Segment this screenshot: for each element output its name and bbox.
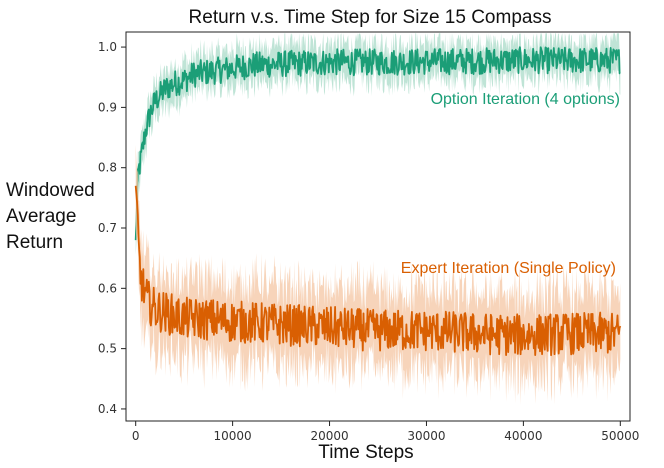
y-axis-title-line-2: Average	[6, 206, 76, 227]
x-axis-title: Time Steps	[318, 442, 413, 463]
series-line-0	[134, 46, 621, 241]
series-label-0: Option Iteration (4 options)	[431, 91, 620, 108]
series-labels: Option Iteration (4 options) Expert Itera…	[401, 91, 620, 277]
y-tick-label: 0.6	[98, 281, 117, 295]
x-tick-label: 10000	[214, 429, 252, 443]
series-line-1	[134, 185, 622, 357]
y-tick-label: 0.8	[98, 161, 117, 175]
x-tick-label: 30000	[407, 429, 445, 443]
y-axis-title: Windowed Average Return	[6, 180, 95, 253]
y-tick-label: 0.7	[98, 221, 117, 235]
plot-frame	[125, 31, 631, 422]
y-axis-title-line-1: Windowed	[6, 180, 95, 201]
y-tick-label: 0.9	[98, 100, 117, 114]
y-tick-label: 0.4	[98, 402, 117, 416]
series-label-1: Expert Iteration (Single Policy)	[401, 260, 616, 277]
series-band-0	[135, 33, 621, 255]
x-tick-label: 0	[132, 429, 140, 443]
plot-area	[134, 33, 622, 405]
x-tick-label: 50000	[601, 429, 639, 443]
x-tick-label: 20000	[310, 429, 348, 443]
x-tick-label: 40000	[504, 429, 542, 443]
chart-title: Return v.s. Time Step for Size 15 Compas…	[189, 7, 552, 28]
axes: 0 10000 20000 30000 40000 50000 0.4 0.5 0.6 0.7 0.…	[98, 31, 639, 443]
y-tick-label: 0.5	[98, 342, 117, 356]
y-tick-label: 1.0	[98, 40, 117, 54]
y-axis-title-line-3: Return	[6, 232, 63, 253]
